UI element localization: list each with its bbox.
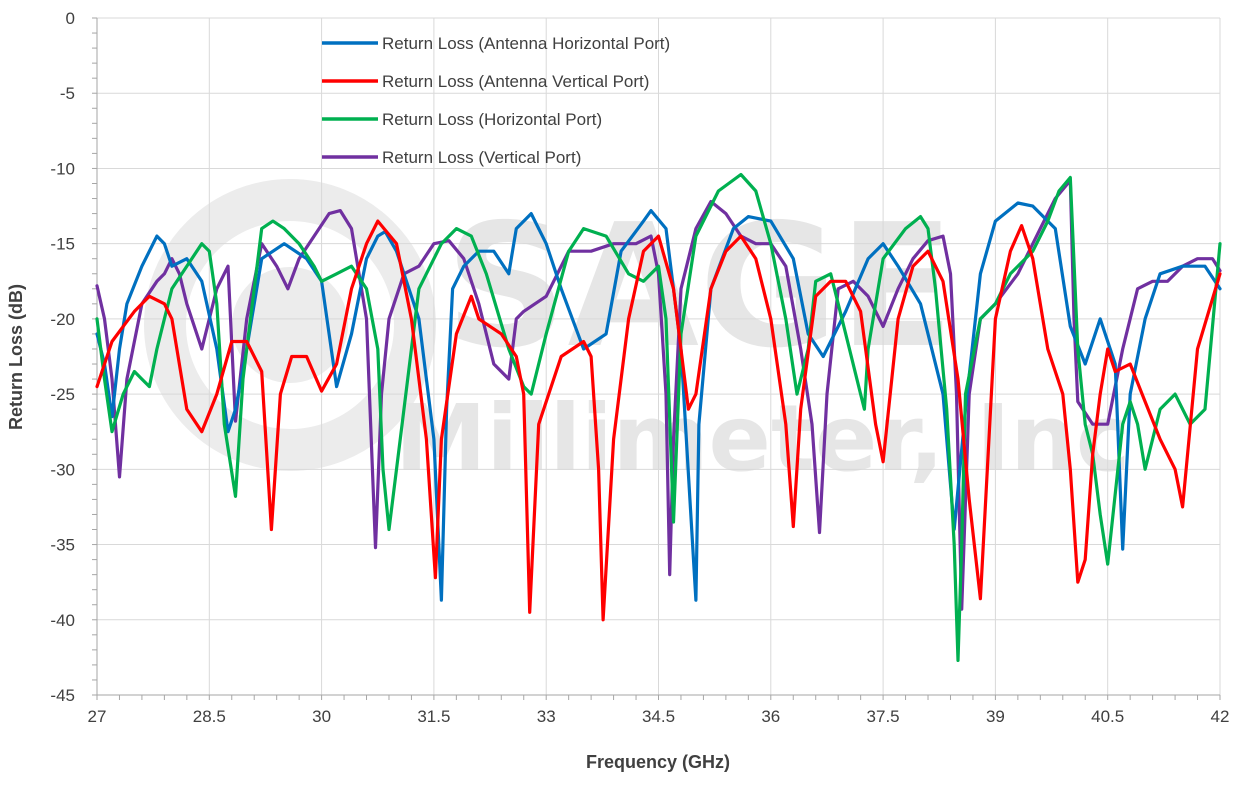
legend-label: Return Loss (Vertical Port) (382, 148, 581, 167)
x-tick-label: 34.5 (642, 707, 675, 726)
legend-label: Return Loss (Antenna Horizontal Port) (382, 34, 670, 53)
x-tick-label: 27 (88, 707, 107, 726)
y-tick-label: -5 (60, 84, 75, 103)
x-tick-label: 40.5 (1091, 707, 1124, 726)
legend-label: Return Loss (Horizontal Port) (382, 110, 602, 129)
legend-label: Return Loss (Antenna Vertical Port) (382, 72, 649, 91)
y-tick-label: -20 (50, 310, 75, 329)
y-tick-label: 0 (66, 9, 75, 28)
series-lines (95, 172, 1222, 663)
x-tick-label: 37.5 (867, 707, 900, 726)
legend-item: Return Loss (Antenna Horizontal Port) (322, 34, 670, 53)
series-line (95, 219, 1222, 622)
x-tick-label: 30 (312, 707, 331, 726)
axes: 27 28.5 30 31.5 33 34.5 36 37.5 39 40.5 42 0 -5 -10 -1… (50, 9, 1229, 726)
y-tick-label: -40 (50, 611, 75, 630)
legend: Return Loss (Antenna Horizontal Port) Ret… (322, 34, 670, 167)
y-axis-title: Return Loss (dB) (6, 284, 26, 430)
y-tick-label: -35 (50, 536, 75, 555)
x-tick-label: 39 (986, 707, 1005, 726)
x-axis-title: Frequency (GHz) (586, 752, 730, 772)
y-tick-label: -45 (50, 686, 75, 705)
series-line (95, 201, 1222, 602)
y-tick-label: -30 (50, 460, 75, 479)
watermark-subtext: Millimeter, Inc (395, 385, 1130, 492)
y-tick-label: -10 (50, 159, 75, 178)
y-tick-label: -25 (50, 385, 75, 404)
x-tick-label: 28.5 (193, 707, 226, 726)
series-line (95, 172, 1222, 663)
x-tick-label: 33 (537, 707, 556, 726)
x-tick-label: 36 (761, 707, 780, 726)
y-tick-label: -15 (50, 235, 75, 254)
x-tick-label: 42 (1211, 707, 1230, 726)
x-tick-label: 31.5 (417, 707, 450, 726)
legend-item: Return Loss (Horizontal Port) (322, 110, 602, 129)
legend-item: Return Loss (Antenna Vertical Port) (322, 72, 649, 91)
legend-item: Return Loss (Vertical Port) (322, 148, 581, 167)
